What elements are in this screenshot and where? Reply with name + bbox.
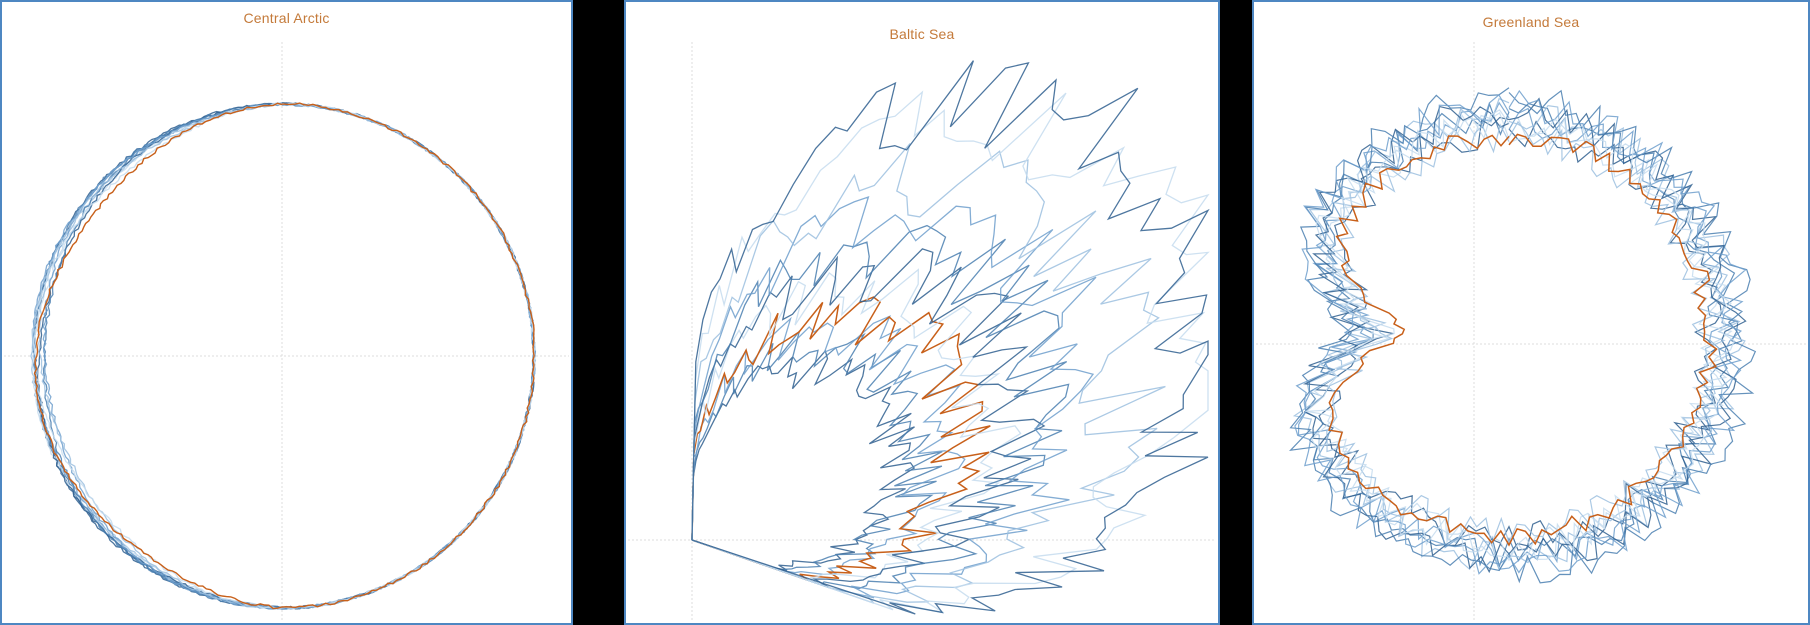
chart-panel-greenland-sea: Greenland Sea [1252,0,1810,625]
series-line-highlight [33,102,535,610]
chart-panel-baltic-sea: Baltic Sea [624,0,1220,625]
chart-title: Greenland Sea [1482,14,1580,30]
series-line [691,349,916,571]
chart-plot-area [1256,42,1806,621]
series-line-highlight [1328,133,1718,547]
series-line [691,224,1070,590]
series-line [691,195,1097,599]
series-line [1304,111,1733,559]
series-line-highlight [691,296,991,581]
chart-title: Central Arctic [243,10,330,26]
series-line [691,330,943,573]
series-line [37,101,537,610]
series-line [1294,89,1747,575]
chart-plot-area [628,42,1216,621]
series-line [691,60,1210,615]
series-line [691,268,1022,584]
series-line [691,143,1166,604]
series-line [1325,120,1726,547]
series-line [1314,116,1723,551]
series-line [1304,102,1743,569]
chart-title: Baltic Sea [889,26,955,42]
series-line [1304,109,1735,562]
series-line [691,248,1046,589]
chart-plot-area [4,42,569,621]
series-line [1297,101,1743,570]
chart-panel-central-arctic: Central Arctic [0,0,573,625]
series-line [691,90,1210,614]
